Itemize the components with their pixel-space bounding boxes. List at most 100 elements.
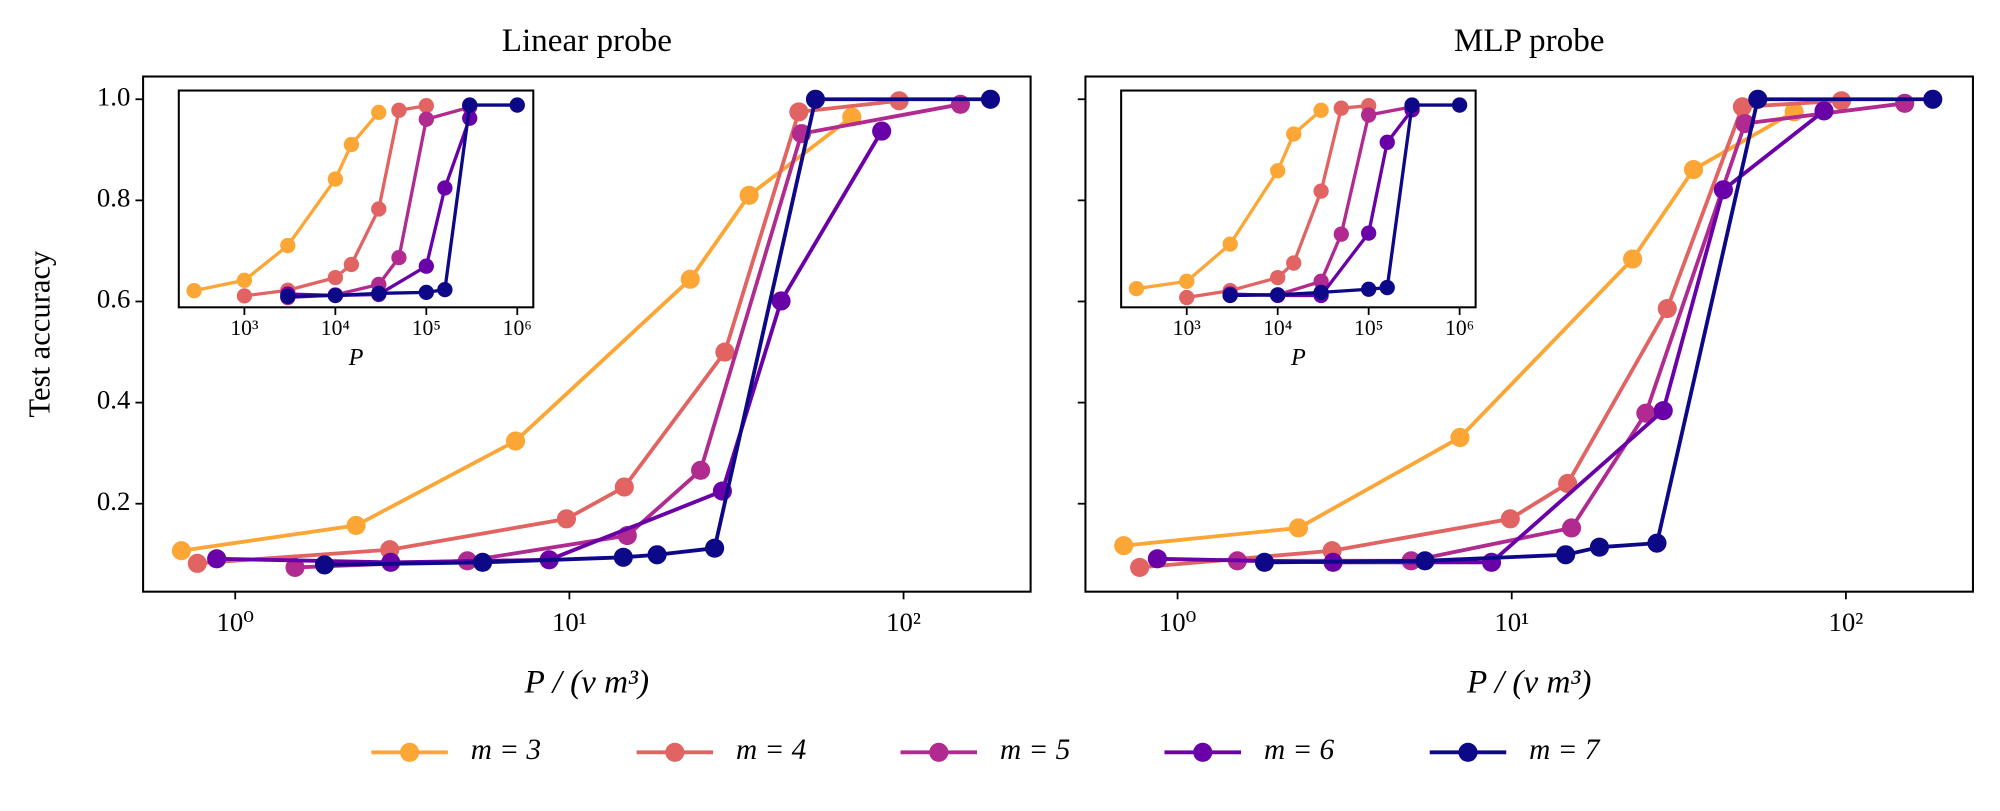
data-point	[1313, 273, 1329, 289]
data-point	[285, 557, 305, 577]
data-point	[1923, 89, 1943, 109]
x-axis-label: P	[1290, 344, 1306, 371]
data-point	[1748, 89, 1768, 109]
y-tick-label: 0.2	[97, 486, 130, 516]
data-point	[1128, 280, 1145, 297]
x-axis-label: P	[348, 344, 364, 371]
x-tick-label: 10²	[1828, 607, 1863, 637]
data-point	[789, 102, 809, 122]
data-point	[1558, 473, 1578, 494]
data-point	[280, 237, 296, 254]
y-axis-label: Test accuracy	[22, 250, 56, 418]
x-axis-label: P / (v m³)	[524, 663, 649, 700]
legend-marker	[1458, 742, 1478, 762]
x-tick-label: 10¹	[552, 607, 587, 637]
data-point	[1179, 289, 1195, 306]
data-point	[1313, 102, 1329, 118]
legend-label: m = 4	[736, 734, 806, 766]
x-tick-label: 10⁶	[1445, 316, 1474, 340]
data-point	[343, 136, 360, 153]
data-point	[1713, 180, 1733, 200]
data-point	[280, 288, 296, 305]
data-point	[418, 284, 434, 300]
data-point	[314, 555, 335, 575]
x-tick-label: 10⁴	[1263, 316, 1292, 340]
data-point	[187, 553, 207, 573]
x-axis-label: P / (v m³)	[1466, 663, 1591, 700]
data-point	[343, 256, 360, 273]
data-point	[418, 258, 434, 274]
legend-label: m = 7	[1529, 734, 1601, 766]
legend-label: m = 5	[1000, 734, 1070, 766]
data-point	[1361, 281, 1377, 297]
data-point	[505, 431, 526, 451]
data-point	[1286, 126, 1302, 142]
data-point	[1895, 93, 1915, 113]
series-line	[181, 115, 853, 553]
data-point	[171, 541, 191, 561]
plot-area	[186, 97, 525, 306]
plot-area	[1128, 97, 1468, 306]
data-point	[1623, 249, 1643, 269]
data-point	[1814, 101, 1834, 121]
data-point	[1222, 236, 1238, 252]
x-tick-label: 10²	[886, 607, 921, 637]
data-point	[771, 291, 791, 311]
data-point	[1500, 509, 1520, 529]
data-point	[1286, 255, 1302, 271]
data-point	[872, 121, 892, 141]
plot-area	[171, 89, 1001, 577]
x-tick-label: 10⁶	[503, 316, 532, 340]
data-point	[647, 545, 667, 565]
data-point	[805, 89, 826, 109]
y-tick-label: 1.0	[97, 81, 130, 111]
data-point	[1333, 100, 1349, 116]
data-point	[691, 460, 711, 480]
data-point	[1313, 183, 1329, 199]
data-point	[1288, 518, 1309, 538]
data-point	[1481, 552, 1502, 572]
data-point	[1415, 551, 1435, 571]
data-point	[327, 171, 344, 187]
data-point	[680, 269, 700, 289]
x-tick-label: 10⁰	[1159, 607, 1197, 637]
data-point	[1361, 107, 1377, 123]
data-point	[980, 89, 1001, 109]
data-point	[1130, 557, 1150, 577]
y-tick-label: 0.8	[97, 183, 130, 213]
axes-frame	[142, 75, 1032, 593]
data-point	[1270, 163, 1286, 179]
legend-marker	[665, 742, 685, 762]
data-point	[613, 547, 633, 567]
data-point	[1222, 287, 1238, 304]
data-point	[1313, 284, 1329, 300]
x-tick-label: 10³	[1173, 316, 1202, 340]
data-point	[327, 287, 344, 304]
data-point	[556, 509, 577, 529]
data-point	[614, 477, 634, 497]
x-tick-label: 10⁵	[1354, 316, 1383, 340]
data-point	[715, 342, 735, 362]
data-point	[1653, 401, 1673, 421]
data-point	[1450, 427, 1470, 448]
x-tick-label: 10⁵	[412, 316, 441, 340]
chart-title: MLP probe	[1454, 22, 1605, 59]
x-tick-label: 10⁰	[216, 607, 254, 637]
x-tick-label: 10¹	[1494, 607, 1529, 637]
axes-frame	[1120, 89, 1477, 309]
data-point	[1647, 533, 1667, 553]
data-point	[1451, 97, 1468, 113]
data-point	[1589, 537, 1609, 557]
x-tick-label: 10³	[230, 316, 259, 340]
data-point	[437, 281, 453, 298]
y-tick-label: 0.6	[97, 284, 130, 314]
data-point	[462, 97, 478, 113]
x-tick-label: 10⁴	[321, 316, 350, 340]
axes-frame	[1084, 75, 1974, 593]
data-point	[391, 102, 407, 118]
data-point	[1179, 273, 1195, 289]
data-point	[1361, 225, 1377, 241]
chart-title: Linear probe	[502, 22, 672, 59]
data-point	[1333, 226, 1349, 242]
